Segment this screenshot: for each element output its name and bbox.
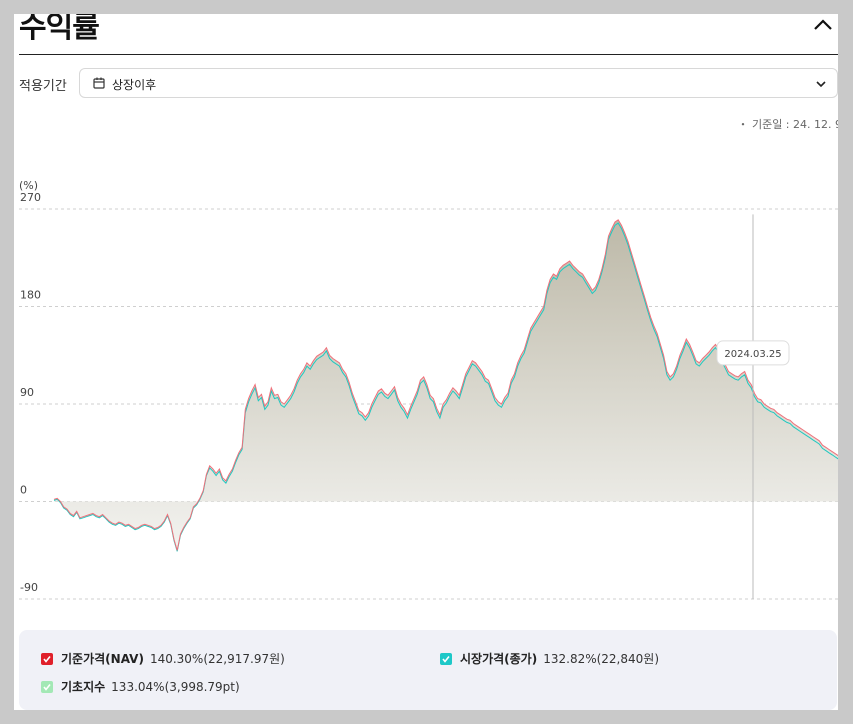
legend-item-market[interactable]: 시장가격(종가) 132.82%(22,840원) [440, 650, 659, 667]
nav-checkbox[interactable] [41, 653, 53, 665]
base-date: ・ 기준일 : 24. 12. 9 [737, 118, 838, 131]
calendar-icon [93, 77, 105, 89]
index-checkbox[interactable] [41, 681, 53, 693]
check-icon [43, 684, 51, 691]
legend-item-index[interactable]: 기초지수 133.04%(3,998.79pt) [41, 678, 240, 695]
y-tick-label: 0 [20, 484, 27, 497]
legend-name: 기초지수 [61, 680, 106, 694]
returns-chart: (%) 270 180 90 0 -90 2024.03.25 [19, 179, 838, 600]
y-tick-label: 90 [20, 386, 34, 399]
y-tick-label: -90 [20, 581, 38, 594]
y-tick-label: 270 [20, 191, 41, 204]
chevron-down-icon [816, 81, 826, 88]
nav-area [54, 219, 838, 551]
legend-value: 133.04%(3,998.79pt) [111, 680, 240, 694]
legend-name: 시장가격(종가) [460, 652, 538, 666]
chevron-up-icon [814, 19, 832, 30]
check-icon [43, 656, 51, 663]
legend-value: 140.30%(22,917.97원) [149, 652, 285, 666]
header-divider [19, 54, 838, 55]
legend-item-nav[interactable]: 기준가격(NAV) 140.30%(22,917.97원) [41, 650, 285, 667]
check-icon [442, 656, 450, 663]
nav-line [53, 219, 838, 551]
y-axis-unit: (%) [19, 179, 38, 192]
market-price-line [53, 222, 838, 552]
period-label: 적용기간 [19, 79, 67, 94]
period-select[interactable]: 상장이후 [79, 68, 838, 98]
tooltip-box [716, 340, 790, 366]
returns-panel: 수익률 적용기간 상장이후 ・ 기준일 : 24. 12. 9 (%) 270 1… [14, 14, 838, 710]
legend-panel: 기준가격(NAV) 140.30%(22,917.97원) 시장가격(종가) 132… [19, 630, 837, 710]
market-checkbox[interactable] [440, 653, 452, 665]
collapse-button[interactable] [812, 14, 834, 36]
legend-name: 기준가격(NAV) [61, 652, 144, 666]
tooltip-date: 2024.03.25 [724, 349, 781, 360]
section-title: 수익률 [19, 14, 100, 45]
period-value: 상장이후 [112, 78, 157, 92]
y-tick-label: 180 [20, 289, 41, 302]
legend-value: 132.82%(22,840원) [543, 652, 660, 666]
